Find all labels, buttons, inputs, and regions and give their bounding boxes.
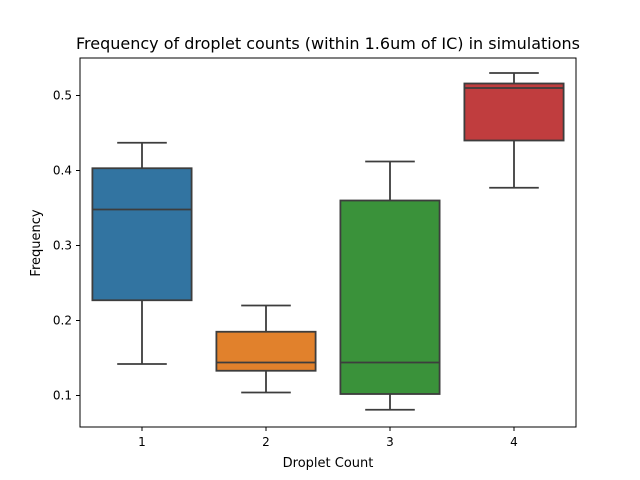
y-tick-label: 0.4 (53, 164, 72, 178)
x-tick-label: 3 (386, 435, 394, 449)
y-tick-label: 0.2 (53, 314, 72, 328)
box-iqr (463, 82, 565, 142)
y-axis-label: Frequency (29, 209, 44, 276)
box-group-4 (463, 72, 565, 189)
box-iqr (91, 167, 193, 302)
box-iqr (339, 199, 441, 395)
box-group-3 (339, 160, 441, 411)
x-axis-ticks: 1 2 3 4 (138, 427, 518, 449)
y-tick-label: 0.1 (53, 389, 72, 403)
y-tick-label: 0.3 (53, 239, 72, 253)
plot-frame (79, 57, 577, 428)
y-tick-label: 0.5 (53, 89, 72, 103)
x-tick-label: 1 (138, 435, 146, 449)
box-iqr (215, 330, 317, 372)
y-axis-ticks: 0.1 0.2 0.3 0.4 0.5 (53, 89, 80, 403)
x-axis-label: Droplet Count (283, 456, 374, 471)
box-group-1 (91, 141, 193, 365)
x-tick-label: 2 (262, 435, 270, 449)
box-group-2 (215, 304, 317, 394)
plot-area (91, 72, 565, 411)
chart-title: Frequency of droplet counts (within 1.6u… (76, 34, 580, 53)
x-tick-label: 4 (510, 435, 518, 449)
